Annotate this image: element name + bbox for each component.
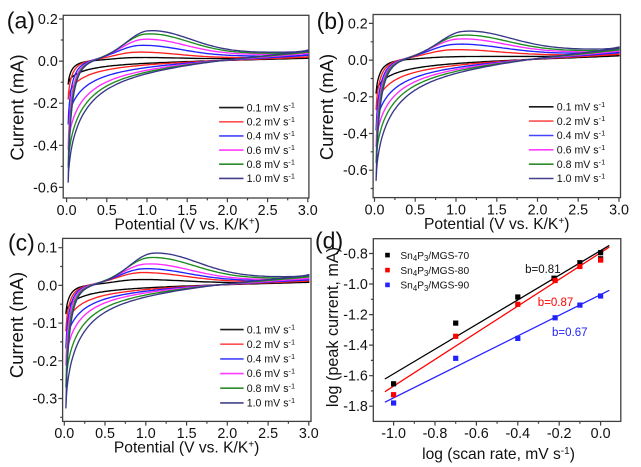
svg-text:Current (mA): Current (mA) [316,54,337,160]
svg-text:0.6 mV s-1: 0.6 mV s-1 [247,143,295,157]
svg-text:-0.4: -0.4 [505,426,530,442]
svg-text:0.8 mV s-1: 0.8 mV s-1 [557,157,605,171]
svg-text:2.0: 2.0 [217,426,237,442]
svg-text:Potential (V vs. K/K+): Potential (V vs. K/K+) [114,440,259,457]
svg-text:-0.1: -0.1 [33,316,58,332]
svg-text:-0.4: -0.4 [343,127,368,143]
svg-text:Potential (V vs. K/K+): Potential (V vs. K/K+) [424,216,569,233]
svg-text:b=0.87: b=0.87 [538,297,574,309]
svg-text:-1.0: -1.0 [343,277,368,293]
svg-text:1.0 mV s-1: 1.0 mV s-1 [247,396,295,410]
svg-text:3.0: 3.0 [609,203,629,219]
svg-text:0.4 mV s-1: 0.4 mV s-1 [247,129,295,143]
svg-text:1.5: 1.5 [177,426,197,442]
svg-text:-1.4: -1.4 [343,338,368,354]
svg-text:(d): (d) [315,227,343,253]
svg-text:Sn4P3/MGS-70: Sn4P3/MGS-70 [400,251,469,263]
svg-text:0.0: 0.0 [591,426,611,442]
svg-text:-0.6: -0.6 [464,426,489,442]
svg-text:-0.8: -0.8 [423,426,448,442]
svg-text:0.2 mV s-1: 0.2 mV s-1 [247,337,295,351]
svg-text:0.6 mV s-1: 0.6 mV s-1 [557,143,605,157]
svg-text:Sn4P3/MGS-80: Sn4P3/MGS-80 [400,266,469,278]
svg-text:0.0: 0.0 [365,203,385,219]
svg-text:0.6 mV s-1: 0.6 mV s-1 [247,367,295,381]
svg-text:1.0: 1.0 [136,426,156,442]
svg-text:0.1 mV s-1: 0.1 mV s-1 [247,101,295,115]
svg-text:(b): (b) [317,8,345,34]
svg-text:-0.8: -0.8 [343,247,368,263]
svg-text:-1.2: -1.2 [343,308,368,324]
svg-text:0.8 mV s-1: 0.8 mV s-1 [247,381,295,395]
svg-text:0.2 mV s-1: 0.2 mV s-1 [247,115,295,129]
svg-text:Current (mA): Current (mA) [7,54,28,160]
svg-text:Potential (V vs. K/K+): Potential (V vs. K/K+) [115,217,260,234]
svg-text:1.5: 1.5 [177,203,197,219]
svg-text:1.0: 1.0 [446,203,466,219]
svg-text:0.4 mV s-1: 0.4 mV s-1 [557,129,605,143]
svg-text:b=0.67: b=0.67 [552,327,588,339]
svg-text:0.2 mV s-1: 0.2 mV s-1 [557,114,605,128]
svg-text:-0.4: -0.4 [33,138,58,154]
svg-text:0.8 mV s-1: 0.8 mV s-1 [247,157,295,171]
svg-text:-0.3: -0.3 [33,392,58,408]
svg-text:-1.8: -1.8 [343,399,368,415]
svg-text:1.0 mV s-1: 1.0 mV s-1 [557,172,605,186]
svg-text:0.4 mV s-1: 0.4 mV s-1 [247,352,295,366]
svg-text:2.5: 2.5 [258,426,278,442]
svg-text:-0.2: -0.2 [343,90,368,106]
svg-text:-1.6: -1.6 [343,369,368,385]
svg-text:1.0 mV s-1: 1.0 mV s-1 [247,172,295,186]
svg-text:3.0: 3.0 [299,426,319,442]
svg-text:0.0: 0.0 [54,426,74,442]
svg-text:2.0: 2.0 [528,203,548,219]
svg-text:0.2: 0.2 [348,16,368,32]
svg-text:0.1: 0.1 [37,241,57,257]
svg-text:1.5: 1.5 [487,203,507,219]
svg-text:-1.0: -1.0 [381,426,406,442]
svg-text:0.0: 0.0 [38,54,58,70]
svg-text:0.2: 0.2 [38,12,58,28]
svg-text:0.1 mV s-1: 0.1 mV s-1 [557,100,605,114]
svg-text:0.0: 0.0 [37,278,57,294]
svg-text:-0.2: -0.2 [547,426,572,442]
svg-text:0.0: 0.0 [57,203,77,219]
svg-text:(c): (c) [8,230,35,256]
svg-text:log (peak current, mA): log (peak current, mA) [324,247,342,407]
svg-text:-0.2: -0.2 [33,354,58,370]
svg-text:2.5: 2.5 [568,203,588,219]
svg-text:2.0: 2.0 [217,203,237,219]
svg-text:-0.2: -0.2 [33,96,58,112]
svg-text:Sn4P3/MGS-90: Sn4P3/MGS-90 [400,281,469,293]
svg-text:0.0: 0.0 [348,53,368,69]
svg-text:0.5: 0.5 [97,203,117,219]
svg-text:0.5: 0.5 [405,203,425,219]
svg-text:log (scan rate, mV s-1): log (scan rate, mV s-1) [422,446,575,463]
svg-text:0.5: 0.5 [95,426,115,442]
svg-text:2.5: 2.5 [258,203,278,219]
svg-text:3.0: 3.0 [298,203,318,219]
svg-text:Current (mA): Current (mA) [6,272,27,378]
svg-text:0.1 mV s-1: 0.1 mV s-1 [247,323,295,337]
svg-text:1.0: 1.0 [137,203,157,219]
svg-text:b=0.81: b=0.81 [525,264,561,276]
svg-text:-0.6: -0.6 [343,163,368,179]
svg-text:-0.6: -0.6 [33,180,58,196]
svg-text:(a): (a) [7,7,35,33]
